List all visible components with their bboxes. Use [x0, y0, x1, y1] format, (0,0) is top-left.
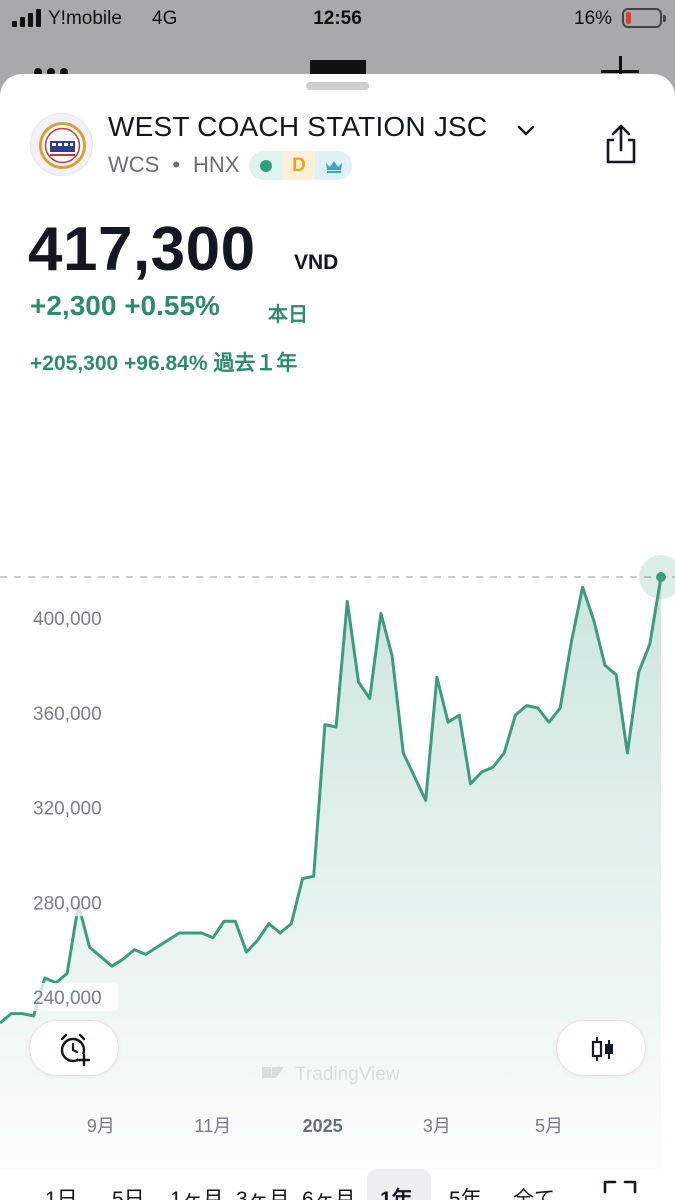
range-tab-5y[interactable]: 5年: [449, 1188, 482, 1200]
status-time: 12:56: [313, 8, 362, 29]
last-price: 417,300: [28, 215, 256, 284]
price-chart-svg[interactable]: TradingView 9月 11月 2025 3月 5月 400,000 360,000…: [0, 429, 675, 1169]
y-axis-tick-label: 280,000: [33, 893, 102, 914]
carrier-name: Y!mobile: [48, 8, 122, 29]
x-axis-tick-label: 2025: [303, 1116, 343, 1136]
change-past-year: +205,300 +96.84% 過去１年: [30, 352, 298, 375]
y-axis-label-bg: [28, 604, 118, 632]
range-tab-1d[interactable]: 1日: [45, 1188, 78, 1200]
last-point-dot: [656, 572, 666, 583]
company-logo: [30, 113, 93, 176]
range-tab-all[interactable]: 全て: [513, 1188, 555, 1200]
x-axis-tick-label: 5月: [535, 1116, 563, 1136]
y-axis-tick-label: 320,000: [33, 799, 102, 820]
status-bar: Y!mobile 4G 12:56 16%: [0, 0, 675, 38]
crown-icon: [315, 151, 352, 180]
network-type: 4G: [152, 8, 178, 29]
price-currency: VND: [294, 251, 339, 274]
candlestick-icon: [591, 1037, 613, 1061]
change-today: +2,300 +0.55%: [30, 290, 220, 321]
y-axis-tick-label: 360,000: [33, 704, 102, 725]
change-today-label: 本日: [268, 304, 308, 326]
y-axis-label-bg: [28, 698, 118, 727]
range-tab-5d[interactable]: 5日: [112, 1188, 145, 1200]
price-area-fill: [0, 577, 661, 1169]
tradingview-logo: [310, 60, 366, 74]
background-app-header: [0, 38, 675, 86]
y-axis-label-bg: [28, 793, 118, 822]
y-axis-label-bg: [28, 983, 118, 1011]
exchange-name: HNX: [193, 152, 240, 177]
menu-dots-icon: [34, 68, 68, 76]
delayed-badge: D: [283, 151, 315, 180]
chart-type-button[interactable]: [556, 1020, 646, 1076]
price-line: [0, 576, 663, 1025]
range-tab-active-highlight: [367, 1169, 431, 1200]
range-tab-6m[interactable]: 6ヶ月: [302, 1188, 356, 1200]
y-axis-tick-label: 240,000: [33, 988, 102, 1009]
share-icon[interactable]: [602, 122, 640, 166]
watermark-text: TradingView: [295, 1064, 400, 1085]
fullscreen-icon[interactable]: [603, 1180, 637, 1200]
sheet-grabber[interactable]: [306, 82, 369, 90]
x-axis-tick-label: 11月: [195, 1116, 232, 1136]
x-axis-tick-label: 9月: [87, 1116, 115, 1136]
symbol-sheet: WEST COACH STATION JSC WCS • HNX D 417,3…: [0, 74, 675, 1200]
add-alert-button[interactable]: [29, 1020, 119, 1076]
range-tabs: 1日 5日 1ヶ月 3ヶ月 6ヶ月 1年 5年 全て: [0, 1169, 675, 1200]
price-chart[interactable]: TradingView 9月 11月 2025 3月 5月 400,000 360,000…: [0, 429, 675, 1169]
range-tab-3m[interactable]: 3ヶ月: [236, 1188, 290, 1200]
y-axis-tick-label: 400,000: [33, 609, 102, 630]
battery-percent: 16%: [574, 8, 613, 29]
ticker-symbol: WCS: [108, 152, 160, 177]
plus-icon: [601, 56, 639, 86]
tradingview-watermark: TradingView: [262, 1064, 400, 1085]
ticker-line: WCS • HNX: [108, 152, 239, 178]
alarm-plus-icon: [60, 1033, 91, 1067]
chevron-down-icon[interactable]: [514, 118, 538, 142]
x-axis-tick-label: 3月: [423, 1116, 451, 1136]
battery-icon: [622, 8, 666, 28]
range-tab-1m[interactable]: 1ヶ月: [170, 1188, 224, 1200]
signal-strength-icon: [12, 9, 41, 27]
market-open-dot-icon: [249, 151, 283, 180]
range-tab-1y[interactable]: 1年: [380, 1188, 413, 1200]
y-axis-label-bg: [28, 888, 118, 917]
company-name[interactable]: WEST COACH STATION JSC: [108, 111, 488, 142]
ticker-separator: •: [172, 152, 181, 177]
symbol-badges[interactable]: D: [249, 151, 352, 180]
